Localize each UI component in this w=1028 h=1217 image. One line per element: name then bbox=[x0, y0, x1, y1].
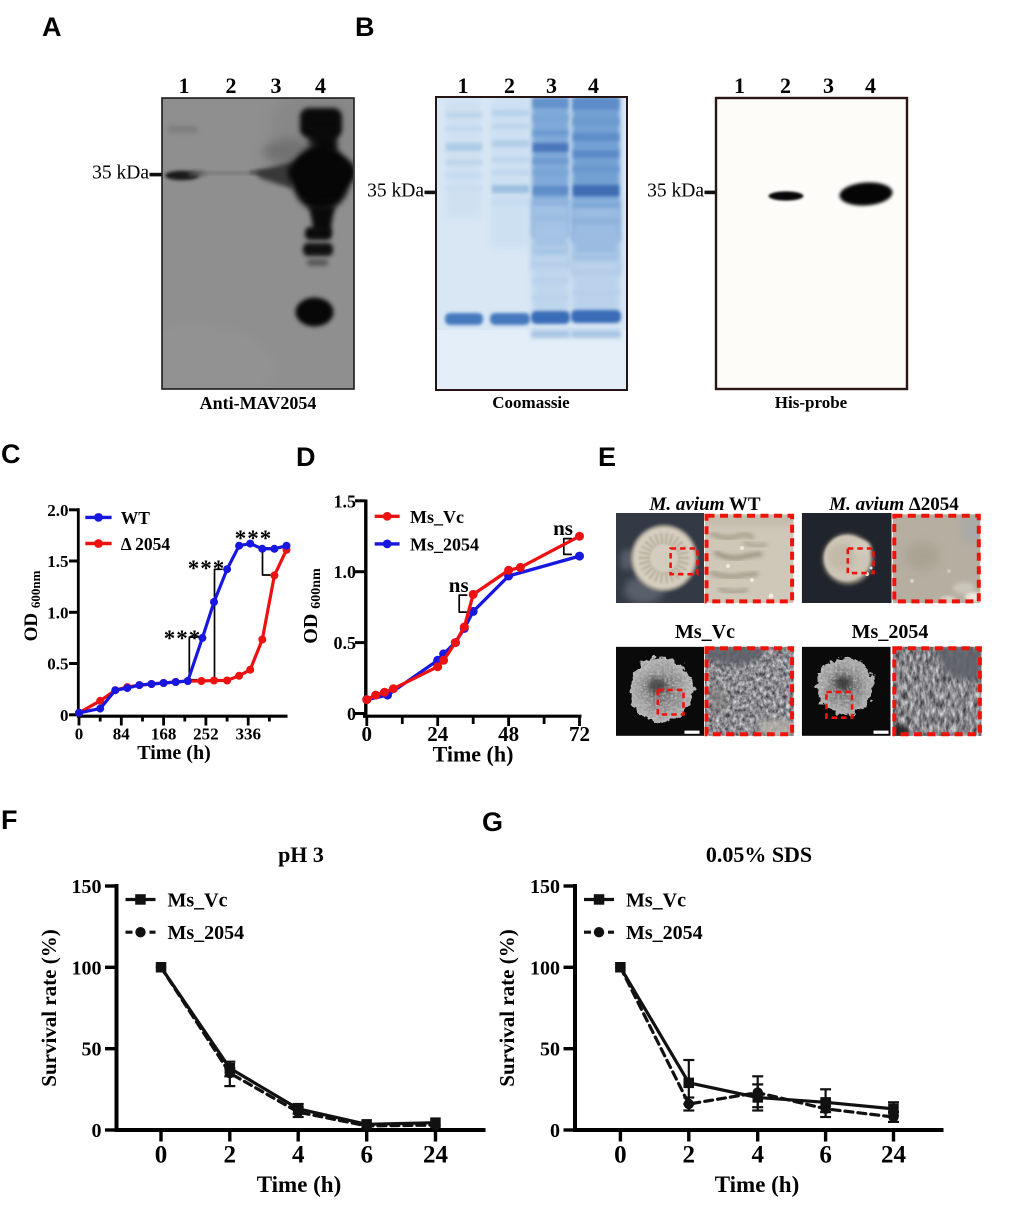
svg-text:84: 84 bbox=[113, 725, 131, 744]
svg-text:3: 3 bbox=[546, 73, 557, 98]
svg-text:0: 0 bbox=[614, 1142, 627, 1169]
svg-text:G: G bbox=[482, 807, 503, 837]
svg-text:Ms_Vc: Ms_Vc bbox=[626, 890, 686, 912]
svg-text:Δ 2054: Δ 2054 bbox=[121, 534, 171, 554]
svg-text:252: 252 bbox=[193, 725, 219, 744]
svg-text:100: 100 bbox=[530, 957, 560, 979]
svg-text:4: 4 bbox=[315, 73, 326, 98]
svg-text:1.0: 1.0 bbox=[47, 603, 68, 622]
svg-text:2: 2 bbox=[780, 73, 791, 98]
svg-text:D: D bbox=[296, 442, 316, 472]
svg-text:72: 72 bbox=[569, 722, 590, 746]
svg-text:2: 2 bbox=[683, 1142, 696, 1169]
svg-text:0: 0 bbox=[550, 1120, 560, 1142]
svg-text:0: 0 bbox=[155, 1142, 168, 1169]
svg-text:F: F bbox=[1, 805, 18, 835]
svg-text:***: *** bbox=[235, 526, 273, 551]
svg-text:Ms_Vc: Ms_Vc bbox=[410, 507, 464, 527]
svg-text:2: 2 bbox=[226, 73, 237, 98]
svg-text:150: 150 bbox=[530, 876, 560, 898]
svg-text:Time (h): Time (h) bbox=[137, 742, 211, 764]
svg-text:6: 6 bbox=[360, 1142, 373, 1169]
svg-text:Time (h): Time (h) bbox=[257, 1172, 342, 1197]
svg-text:4: 4 bbox=[865, 73, 876, 98]
svg-text:C: C bbox=[1, 439, 21, 469]
svg-text:48: 48 bbox=[498, 722, 519, 746]
svg-text:WT: WT bbox=[121, 508, 151, 528]
svg-text:***: *** bbox=[188, 556, 226, 581]
svg-text:100: 100 bbox=[72, 957, 102, 979]
svg-text:M. avium WT: M. avium WT bbox=[648, 494, 760, 515]
svg-text:24: 24 bbox=[423, 1142, 449, 1169]
svg-text:3: 3 bbox=[271, 73, 282, 98]
svg-text:Survival rate (%): Survival rate (%) bbox=[495, 929, 519, 1086]
svg-text:35 kDa: 35 kDa bbox=[367, 181, 424, 202]
svg-text:0: 0 bbox=[60, 706, 69, 725]
svg-text:0.05% SDS: 0.05% SDS bbox=[706, 842, 812, 867]
svg-text:0: 0 bbox=[362, 722, 373, 746]
svg-text:1: 1 bbox=[179, 73, 190, 98]
svg-text:150: 150 bbox=[72, 876, 102, 898]
svg-text:M. avium Δ2054: M. avium Δ2054 bbox=[828, 494, 959, 515]
svg-text:Ms_2054: Ms_2054 bbox=[410, 534, 479, 554]
svg-text:0.5: 0.5 bbox=[334, 633, 357, 653]
svg-text:A: A bbox=[42, 12, 62, 42]
svg-text:4: 4 bbox=[292, 1142, 305, 1169]
svg-text:pH 3: pH 3 bbox=[278, 842, 324, 867]
svg-text:Time (h): Time (h) bbox=[433, 742, 514, 767]
svg-text:Ms_Vc: Ms_Vc bbox=[675, 621, 735, 643]
svg-text:2: 2 bbox=[224, 1142, 237, 1169]
svg-text:50: 50 bbox=[82, 1039, 102, 1061]
svg-text:B: B bbox=[355, 12, 375, 42]
svg-text:35 kDa: 35 kDa bbox=[647, 181, 704, 202]
svg-text:Time (h): Time (h) bbox=[715, 1172, 800, 1197]
svg-text:1.5: 1.5 bbox=[47, 552, 68, 571]
svg-text:168: 168 bbox=[151, 725, 177, 744]
svg-text:Survival rate (%): Survival rate (%) bbox=[37, 929, 61, 1086]
svg-text:336: 336 bbox=[235, 725, 261, 744]
svg-text:Ms_2054: Ms_2054 bbox=[168, 922, 245, 944]
svg-text:His-probe: His-probe bbox=[775, 393, 848, 412]
svg-text:1.5: 1.5 bbox=[334, 491, 357, 511]
svg-text:0: 0 bbox=[92, 1120, 102, 1142]
svg-text:***: *** bbox=[164, 626, 202, 651]
svg-text:E: E bbox=[598, 442, 616, 472]
svg-text:24: 24 bbox=[881, 1142, 907, 1169]
svg-text:6: 6 bbox=[819, 1142, 832, 1169]
svg-text:0: 0 bbox=[75, 725, 84, 744]
svg-text:0.5: 0.5 bbox=[47, 655, 68, 674]
svg-text:Ms_2054: Ms_2054 bbox=[626, 922, 703, 944]
svg-text:1.0: 1.0 bbox=[334, 562, 357, 582]
svg-text:ns: ns bbox=[449, 573, 469, 597]
svg-text:24: 24 bbox=[427, 722, 449, 746]
svg-text:ns: ns bbox=[553, 516, 573, 540]
svg-text:35 kDa: 35 kDa bbox=[92, 163, 149, 184]
svg-text:2.0: 2.0 bbox=[47, 501, 68, 520]
svg-text:0: 0 bbox=[347, 704, 356, 724]
svg-text:Ms_Vc: Ms_Vc bbox=[168, 890, 228, 912]
svg-text:3: 3 bbox=[823, 73, 834, 98]
svg-text:1: 1 bbox=[734, 73, 745, 98]
svg-text:Ms_2054: Ms_2054 bbox=[852, 621, 929, 643]
svg-text:2: 2 bbox=[504, 73, 515, 98]
svg-text:Anti-MAV2054: Anti-MAV2054 bbox=[200, 393, 317, 413]
svg-text:4: 4 bbox=[751, 1142, 764, 1169]
svg-text:50: 50 bbox=[540, 1039, 560, 1061]
svg-text:Coomassie: Coomassie bbox=[492, 393, 570, 412]
svg-text:1: 1 bbox=[458, 73, 469, 98]
svg-text:4: 4 bbox=[588, 73, 599, 98]
